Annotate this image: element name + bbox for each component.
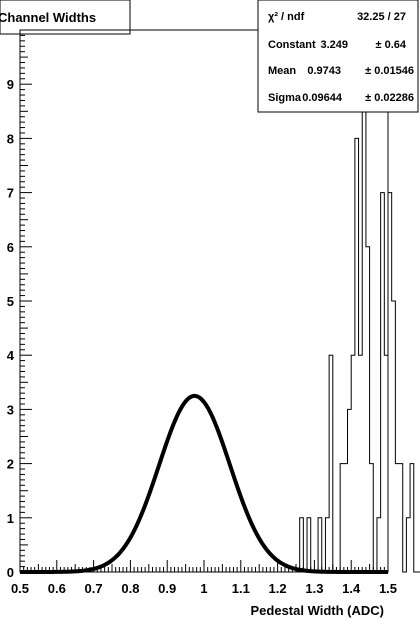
x-tick-label: 1 [200,581,207,596]
x-axis: 0.5 0.6 0.7 0.8 0.9 1 1.1 1.2 1.3 1.4 1.5 [11,560,397,596]
y-tick-label: 5 [7,294,14,309]
y-tick-label: 1 [7,511,14,526]
x-tick-label: 1.5 [379,581,397,596]
x-tick-label: 1.4 [342,581,361,596]
x-tick-label: 0.7 [85,581,103,596]
title-box: Channel Widths [0,0,131,35]
y-axis: 0 1 2 3 4 5 6 7 8 9 [7,29,32,580]
x-tick-label: 1.2 [269,581,287,596]
y-tick-label: 6 [7,240,14,255]
stats-mean-value: 0.9743 [307,65,341,77]
stats-constant-value: 3.249 [320,39,348,51]
stats-mean-error: ± 0.01546 [365,65,414,77]
x-tick-label: 1.3 [305,581,323,596]
y-tick-label: 4 [7,348,15,363]
y-tick-label: 0 [7,565,14,580]
x-tick-label: 1.1 [232,581,250,596]
y-tick-label: 8 [7,131,14,146]
stats-chi2-value: 32.25 / 27 [357,11,406,23]
stats-constant-label: Constant [268,39,316,51]
stats-sigma-label: Sigma [268,92,302,104]
x-tick-label: 0.6 [48,581,66,596]
y-tick-label: 9 [7,77,14,92]
y-tick-label: 2 [7,457,14,472]
stats-sigma-value: 0.09644 [302,92,343,104]
y-tick-label: 7 [7,186,14,201]
x-tick-label: 0.5 [11,581,29,596]
x-tick-label: 0.8 [121,581,139,596]
gaussian-fit-curve [20,393,388,574]
histogram-series [20,83,420,573]
y-tick-label: 3 [7,402,14,417]
chart-title: Channel Widths [0,10,96,25]
x-axis-title: Pedestal Width (ADC) [251,603,385,618]
stats-mean-label: Mean [268,65,296,77]
stats-chi2-label: χ² / ndf [268,11,305,23]
x-tick-label: 0.9 [158,581,176,596]
stats-constant-error: ± 0.64 [375,39,406,51]
stats-box: χ² / ndf 32.25 / 27 Constant 3.249 ± 0.6… [257,0,419,113]
stats-sigma-error: ± 0.02286 [365,92,414,104]
